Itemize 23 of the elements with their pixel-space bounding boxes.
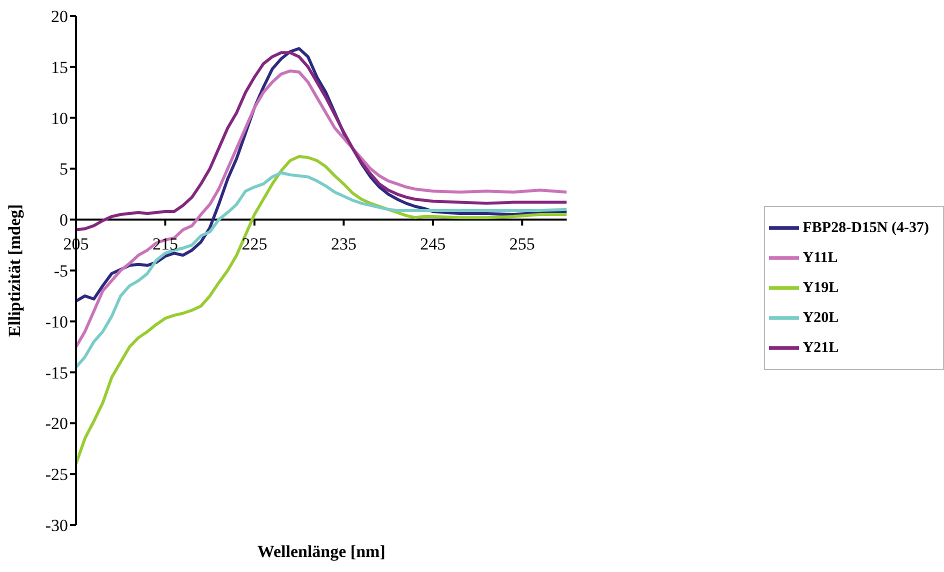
y-axis-title: Elliptizität [mdeg]: [5, 204, 24, 337]
y-tick-label: 15: [51, 58, 68, 77]
x-tick-label: 255: [509, 234, 535, 254]
x-axis-title: Wellenlänge [nm]: [257, 542, 386, 561]
legend-label: Y11L: [802, 250, 838, 266]
y-tick-label: -25: [45, 465, 68, 484]
x-tick-label: 215: [152, 234, 178, 254]
y-tick-label: 0: [60, 210, 68, 230]
y-tick-label: 20: [51, 7, 68, 26]
y-tick-label: -5: [54, 262, 68, 281]
legend-label: Y19L: [802, 280, 839, 296]
legend-label: FBP28-D15N (4-37): [802, 220, 929, 236]
y-tick-label: 10: [51, 108, 68, 128]
y-tick-label: -30: [45, 516, 68, 536]
x-tick-label: 235: [330, 234, 356, 254]
y-tick-label: -15: [45, 363, 68, 382]
x-tick-label: 245: [420, 234, 446, 254]
legend-label: Y21L: [802, 340, 839, 356]
x-tick-label: 225: [242, 234, 268, 254]
y-tick-label: -10: [45, 312, 68, 332]
y-tick-label: -20: [45, 414, 68, 434]
y-tick-label: 5: [60, 160, 68, 179]
legend-label: Y20L: [802, 310, 839, 326]
